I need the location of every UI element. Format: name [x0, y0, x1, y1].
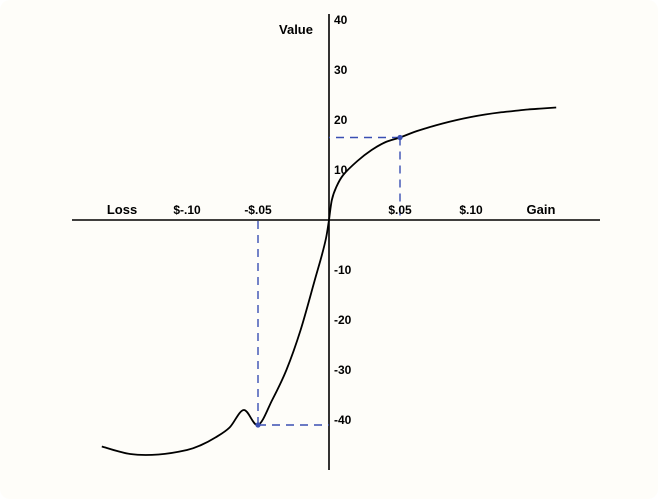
- y-tick-label: 20: [334, 113, 348, 127]
- y-tick-label: -20: [334, 313, 352, 327]
- y-tick-label: 30: [334, 63, 348, 77]
- y-tick-label: 10: [334, 163, 348, 177]
- highlight-point: [397, 134, 403, 141]
- highlight-point: [255, 422, 261, 428]
- x-tick-label: $.05: [388, 203, 412, 217]
- y-tick-label: -40: [334, 413, 352, 427]
- y-tick-label: -10: [334, 263, 352, 277]
- y-tick-label: 40: [334, 13, 348, 27]
- x-tick-label: -$.05: [244, 203, 272, 217]
- loss-curve: [101, 219, 330, 456]
- gain-curve: [328, 106, 557, 221]
- x-axis-label-gain: Gain: [527, 202, 556, 217]
- x-tick-label: $-.10: [173, 203, 201, 217]
- y-axis-label-value: Value: [279, 22, 313, 37]
- y-tick-label: -30: [334, 363, 352, 377]
- x-tick-label: $.10: [459, 203, 483, 217]
- x-axis-label-loss: Loss: [107, 202, 137, 217]
